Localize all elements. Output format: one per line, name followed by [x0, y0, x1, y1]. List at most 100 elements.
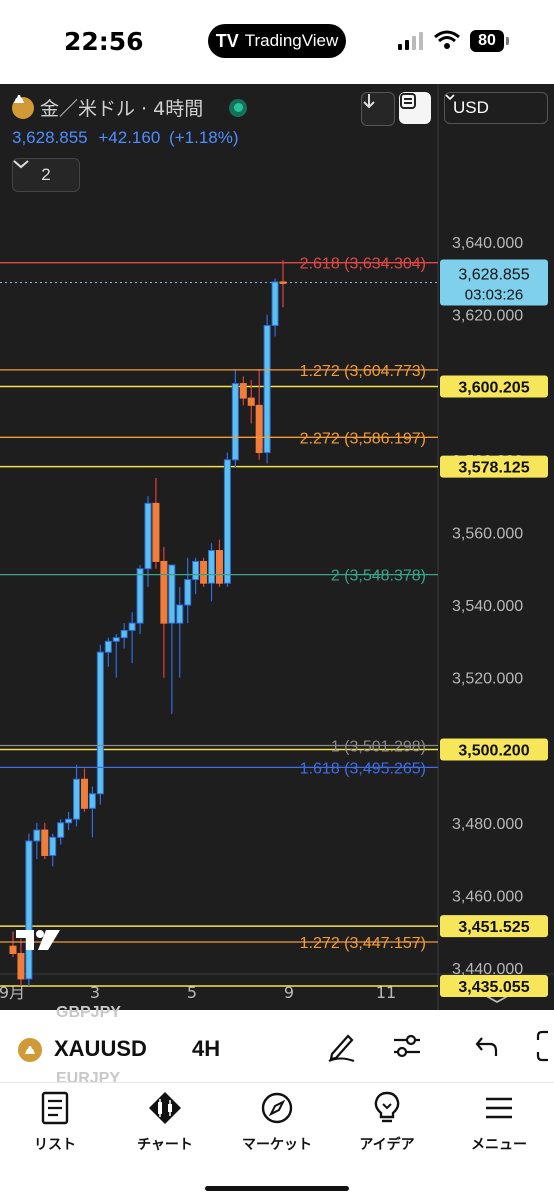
candle	[49, 833, 57, 867]
candle	[255, 369, 263, 460]
tab-list[interactable]: リスト	[0, 1091, 110, 1154]
current-price-tag	[440, 259, 548, 306]
battery-tip	[506, 37, 509, 45]
fib-level-label: 2.618 (3,634.304)	[300, 256, 426, 273]
candle	[80, 768, 88, 812]
candle-body	[168, 564, 176, 624]
candle-body	[184, 579, 192, 606]
fullscreen-icon[interactable]	[534, 1030, 554, 1062]
candle-body	[88, 793, 96, 809]
horizontal-line-price-tag	[440, 375, 548, 398]
cellular-signal-icon	[398, 32, 423, 50]
candle-body	[247, 397, 255, 406]
chart-panel[interactable]: 3,640.0003,620.0003,580.0003,560.0003,54…	[0, 84, 554, 1010]
symbol-selector[interactable]: XAUUSD	[54, 1036, 147, 1061]
dynamic-island-app-pill[interactable]: TV TradingView	[208, 24, 346, 58]
tab-label: マーケット	[242, 1137, 312, 1153]
candle	[247, 379, 255, 424]
y-tick-label: 3,620.000	[452, 308, 523, 325]
gold-coin-icon	[18, 1038, 42, 1062]
candle-body	[73, 778, 81, 820]
candle	[200, 557, 208, 587]
chevron-down-icon	[13, 160, 29, 169]
y-tick-label: 3,560.000	[452, 525, 523, 542]
scroll-to-latest-button[interactable]	[361, 92, 395, 126]
tab-label: アイデア	[359, 1137, 415, 1153]
undo-icon[interactable]	[474, 1030, 500, 1062]
tab-chart[interactable]: チャート	[110, 1091, 220, 1154]
candle	[263, 314, 271, 464]
candle-body	[271, 281, 279, 326]
market-open-icon	[229, 98, 248, 117]
candle-body	[17, 952, 25, 980]
candle	[65, 811, 73, 831]
candle	[176, 586, 184, 678]
candle-body	[112, 637, 120, 642]
candle	[120, 623, 128, 649]
y-tick-label: 3,520.000	[452, 671, 523, 688]
candle-body	[215, 550, 223, 584]
candle	[223, 452, 231, 587]
candle	[152, 477, 160, 569]
tab-market[interactable]: マーケット	[222, 1091, 332, 1154]
price-change: +42.160	[98, 128, 161, 147]
price-chart[interactable]: 3,640.0003,620.0003,580.0003,560.0003,54…	[0, 84, 554, 1010]
gold-coin-icon	[12, 95, 34, 119]
candle	[144, 496, 152, 587]
price-change-row: 3,628.855 +42.160 (+1.18%)	[12, 128, 239, 148]
bottom-tab-bar: リスト チャート マーケット アイデア メニュー	[0, 1082, 554, 1201]
candle-body	[65, 818, 73, 824]
candle-body	[128, 622, 136, 631]
indicator-settings-icon[interactable]	[392, 1030, 422, 1062]
y-tick-label: 3,540.000	[452, 598, 523, 615]
candle	[215, 539, 223, 587]
candle	[104, 637, 112, 667]
last-price: 3,628.855	[12, 128, 88, 147]
battery-level: 80	[470, 30, 504, 52]
tab-ideas[interactable]: アイデア	[332, 1091, 442, 1154]
indicator-count: 2	[41, 165, 51, 184]
tab-label: チャート	[137, 1137, 193, 1153]
menu-icon	[486, 1097, 512, 1119]
candle	[239, 376, 247, 406]
candle	[231, 369, 239, 468]
candle-body	[136, 568, 144, 624]
currency-select[interactable]: USD	[444, 92, 548, 124]
candle-body	[208, 550, 216, 584]
timeframe-selector[interactable]: 4H	[192, 1036, 221, 1061]
candle-body	[192, 560, 200, 581]
candle-body	[255, 404, 263, 454]
candle	[17, 938, 25, 987]
bar-countdown: 03:03:26	[465, 286, 523, 303]
drawing-pen-icon[interactable]	[326, 1030, 356, 1062]
indicator-toggle-button[interactable]: 2	[12, 158, 80, 192]
auto-scale-icon	[400, 93, 416, 109]
fib-level-label: 1.618 (3,495.265)	[300, 760, 426, 777]
candle	[168, 564, 176, 714]
horizontal-line-price-label: 3,451.525	[458, 919, 529, 936]
tab-menu[interactable]: メニュー	[444, 1091, 554, 1154]
candle	[88, 786, 96, 838]
home-indicator	[205, 1186, 349, 1191]
candle	[160, 546, 168, 678]
x-tick-label: 11	[376, 983, 396, 1002]
arrow-down-icon	[363, 94, 375, 109]
candle	[184, 557, 192, 624]
candle-body	[200, 560, 208, 584]
wifi-icon	[434, 30, 460, 49]
currency-value: USD	[453, 98, 489, 117]
symbol-title: 金／米ドル · 4時間	[40, 98, 204, 120]
candle	[136, 565, 144, 635]
candle-body	[176, 604, 184, 624]
candle-body	[80, 778, 88, 809]
candle-body	[57, 822, 65, 838]
tab-label: リスト	[34, 1137, 76, 1153]
chart-legend[interactable]: 金／米ドル · 4時間	[12, 94, 248, 121]
auto-scale-button[interactable]	[399, 92, 431, 124]
lightbulb-icon	[374, 1091, 400, 1123]
compass-icon	[261, 1092, 293, 1124]
fib-level-label: 1 (3,501.298)	[331, 738, 426, 755]
candle	[41, 822, 49, 860]
candle-body	[9, 945, 17, 954]
candle-body	[239, 383, 247, 399]
